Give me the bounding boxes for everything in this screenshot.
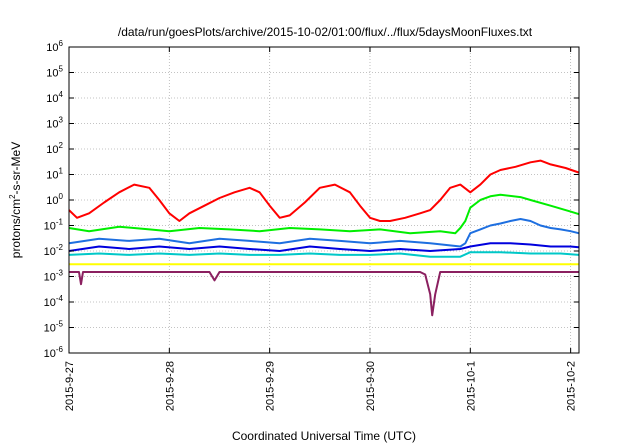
series-line-4 bbox=[68, 251, 579, 258]
y-tick-label: 100 bbox=[46, 192, 63, 207]
x-axis-title: Coordinated Universal Time (UTC) bbox=[232, 429, 416, 443]
y-axis-title-base: protons/cm bbox=[9, 199, 23, 258]
y-axis-title: protons/cm2-s-sr-MeV bbox=[8, 142, 23, 258]
series-line-0 bbox=[68, 159, 580, 222]
x-tick-label: 2015-9-29 bbox=[265, 361, 277, 411]
y-tick-label: 10-1 bbox=[44, 218, 64, 233]
series-layer bbox=[68, 159, 580, 317]
y-tick-label: 102 bbox=[46, 141, 63, 156]
x-tick-label: 2015-9-30 bbox=[365, 361, 377, 411]
series-line-6 bbox=[69, 271, 579, 317]
series-line-2 bbox=[68, 218, 579, 248]
series-line-3 bbox=[68, 242, 579, 252]
y-tick-label: 10-5 bbox=[44, 320, 64, 335]
y-tick-label: 10-4 bbox=[44, 294, 64, 309]
y-tick-label: 10-3 bbox=[44, 269, 64, 284]
x-tick-label: 2015-10-2 bbox=[566, 361, 578, 411]
y-tick-label: 10-6 bbox=[44, 345, 64, 360]
y-tick-label: 105 bbox=[46, 65, 63, 80]
series-line-1 bbox=[68, 193, 579, 235]
y-tick-label: 10-2 bbox=[44, 243, 64, 258]
y-axis-title-rest: -s-sr-MeV bbox=[9, 142, 23, 195]
y-tick-label: 106 bbox=[46, 39, 63, 54]
y-axis: 10-6 10-5 10-4 10-3 10-2 10-1 100 101 102 103 104 1… bbox=[44, 39, 579, 360]
grid bbox=[69, 47, 579, 353]
x-tick-label: 2015-10-1 bbox=[465, 361, 477, 411]
x-tick-label: 2015-9-28 bbox=[164, 361, 176, 411]
chart-title: /data/run/goesPlots/archive/2015-10-02/0… bbox=[118, 25, 533, 39]
y-tick-label: 104 bbox=[46, 90, 63, 105]
x-axis: 2015-9-27 2015-9-28 2015-9-29 2015-9-30 2015… bbox=[64, 47, 578, 411]
y-axis-title-sup: 2 bbox=[8, 194, 17, 199]
x-tick-label: 2015-9-27 bbox=[64, 361, 76, 411]
y-tick-label: 103 bbox=[46, 116, 63, 131]
y-tick-label: 101 bbox=[46, 167, 63, 182]
